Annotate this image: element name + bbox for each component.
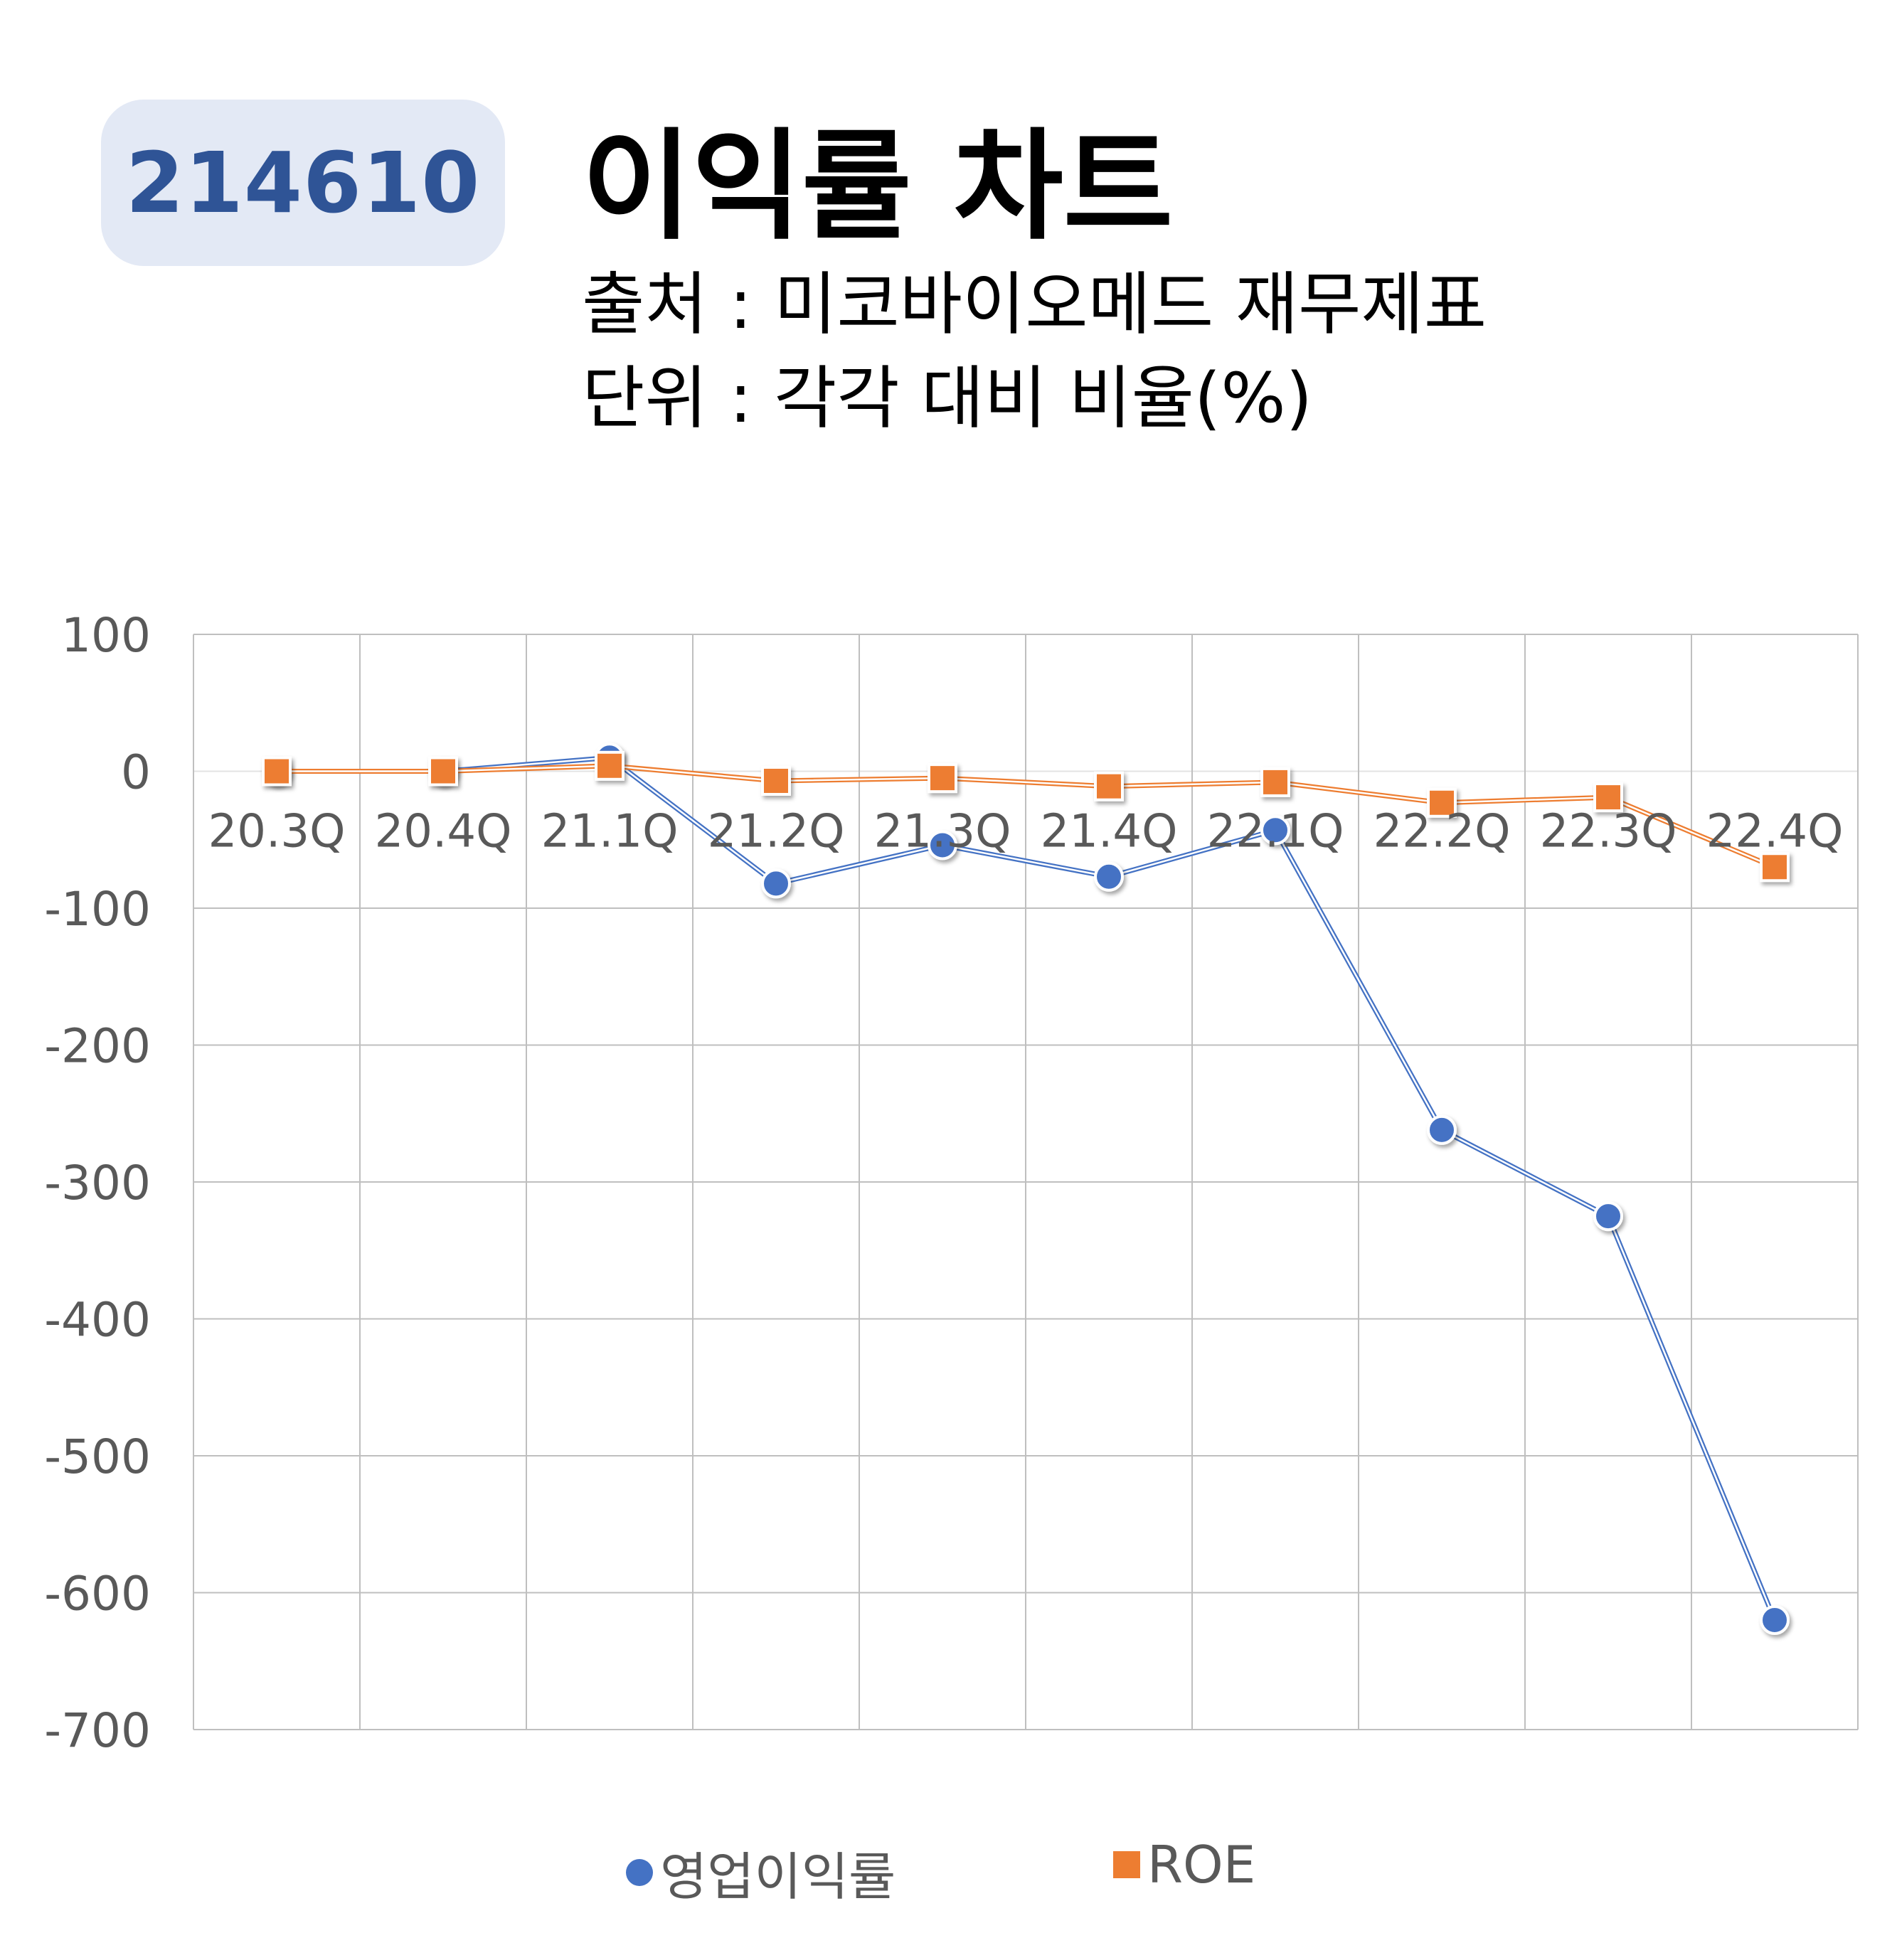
- data-point: [595, 750, 625, 781]
- legend-item-operating-margin: 영업이익률: [626, 1835, 896, 1910]
- data-point: [1593, 782, 1623, 813]
- data-point: [1094, 861, 1124, 892]
- y-tick-label: 100: [61, 608, 151, 663]
- y-tick-label: -400: [44, 1293, 151, 1348]
- data-point: [761, 765, 791, 796]
- data-point: [928, 830, 957, 861]
- series-line-highlight: [277, 765, 1775, 868]
- y-tick-label: -700: [44, 1703, 151, 1758]
- x-tick-label: 22.1Q: [1207, 806, 1344, 858]
- square-marker-icon: [1113, 1851, 1140, 1878]
- y-tick-label: -500: [44, 1429, 151, 1484]
- y-tick-label: 0: [121, 745, 151, 800]
- x-axis-labels: 20.3Q 20.4Q 21.1Q 21.2Q 21.3Q 21.4Q 22.1Q 22.2Q…: [208, 806, 1844, 858]
- series-line-highlight: [277, 757, 1776, 1621]
- data-point: [1260, 767, 1290, 797]
- data-point: [262, 756, 292, 787]
- data-point: [428, 756, 458, 787]
- x-tick-label: 20.4Q: [375, 806, 512, 858]
- data-point: [1760, 1605, 1790, 1635]
- stock-code: 214610: [125, 134, 481, 232]
- data-point: [1427, 787, 1457, 818]
- x-tick-label: 21.2Q: [708, 806, 845, 858]
- data-point: [1427, 1114, 1457, 1145]
- series-layer: [262, 742, 1790, 1635]
- source-text: 출처 : 미코바이오메드 재무제표: [582, 265, 1487, 344]
- y-tick-label: -600: [44, 1567, 151, 1621]
- circle-marker-icon: [626, 1858, 653, 1886]
- stock-code-badge: 214610: [101, 100, 505, 266]
- data-point: [761, 868, 791, 899]
- y-tick-label: -100: [44, 882, 151, 937]
- data-point: [1094, 771, 1124, 801]
- x-tick-label: 22.3Q: [1540, 806, 1677, 858]
- data-point: [1760, 852, 1790, 883]
- y-tick-label: -300: [44, 1156, 151, 1210]
- x-tick-label: 20.3Q: [208, 806, 346, 858]
- grid-lines: [193, 634, 1859, 1730]
- y-tick-label: -200: [44, 1019, 151, 1074]
- legend-label: ROE: [1147, 1835, 1256, 1895]
- legend-label: 영업이익률: [660, 1847, 896, 1907]
- y-axis-labels: 100 0 -100 -200 -300 -400 -500 -600 -700: [44, 608, 151, 1758]
- x-tick-label: 21.3Q: [874, 806, 1011, 858]
- x-tick-label: 21.4Q: [1041, 806, 1178, 858]
- chart-title: 이익률 차트: [582, 117, 1174, 256]
- legend-item-roe: ROE: [1113, 1835, 1255, 1895]
- x-tick-label: 21.1Q: [541, 806, 679, 858]
- x-tick-label: 22.4Q: [1706, 806, 1844, 858]
- data-point: [1260, 815, 1290, 846]
- data-point: [1593, 1201, 1623, 1232]
- x-tick-label: 22.2Q: [1373, 806, 1511, 858]
- data-point: [928, 763, 957, 794]
- unit-text: 단위 : 각각 대비 비율(%): [582, 358, 1313, 438]
